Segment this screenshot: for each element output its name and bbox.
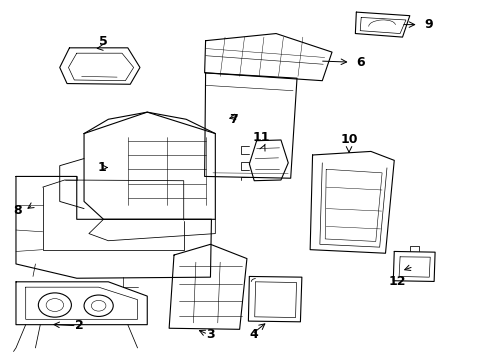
Text: 10: 10: [340, 133, 357, 146]
Text: 5: 5: [99, 35, 108, 48]
Text: 4: 4: [249, 328, 258, 341]
Text: 6: 6: [356, 55, 364, 69]
Text: 2: 2: [75, 319, 83, 332]
Text: 9: 9: [424, 18, 432, 31]
Text: 1: 1: [97, 161, 106, 174]
Text: 3: 3: [206, 328, 214, 341]
Text: 7: 7: [228, 113, 237, 126]
Text: 12: 12: [388, 275, 406, 288]
Text: 8: 8: [13, 204, 22, 217]
Text: 11: 11: [252, 131, 270, 144]
